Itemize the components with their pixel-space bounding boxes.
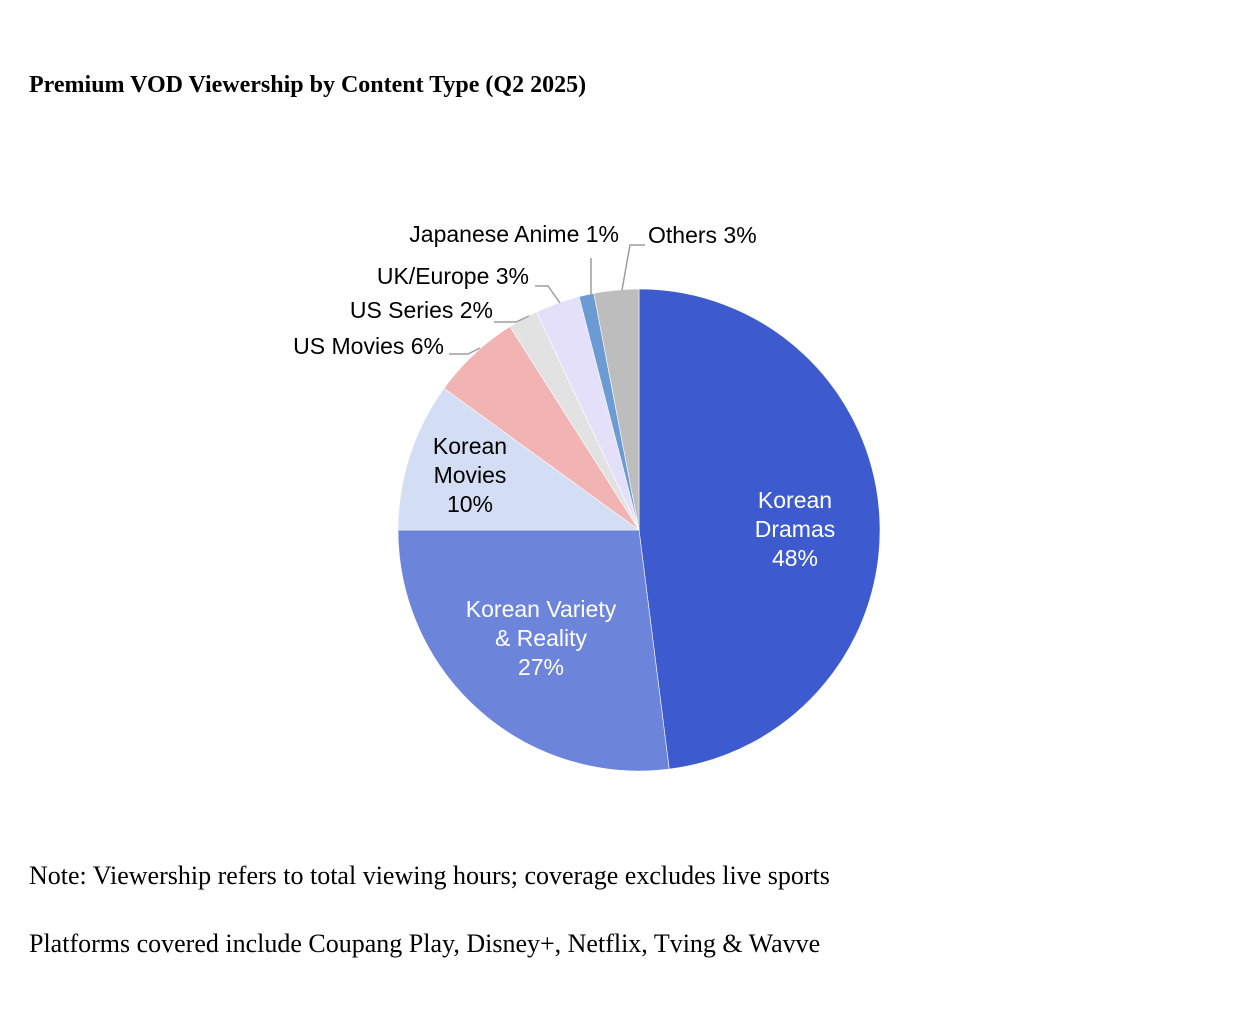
chart-title: Premium VOD Viewership by Content Type (… [29, 72, 587, 98]
leader-line [621, 244, 645, 291]
slice-callout-label: Japanese Anime 1% [409, 221, 619, 247]
pie-slice [638, 288, 881, 770]
leader-line [535, 285, 561, 304]
note-viewership: Note: Viewership refers to total viewing… [29, 861, 830, 890]
pie-slice [397, 387, 640, 531]
note-platforms: Platforms covered include Coupang Play, … [29, 929, 821, 958]
leader-line [494, 315, 530, 323]
slice-callout-label: US Series 2% [350, 297, 493, 323]
pie-slice [397, 529, 670, 772]
slice-label: Korean Dramas 48% [755, 487, 836, 571]
slice-label: Korean Variety & Reality 27% [466, 596, 617, 680]
slice-callout-label: Others 3% [648, 222, 757, 248]
leader-lines [449, 244, 645, 355]
slice-label: Korean Movies 10% [433, 433, 507, 517]
leader-line [449, 347, 481, 355]
pie-slice [593, 288, 640, 531]
slice-callout-label: UK/Europe 3% [377, 263, 529, 289]
slice-labels: Korean Dramas 48% Korean Variety & Reality 27… [293, 221, 835, 680]
pie-slices [397, 288, 881, 772]
slice-callout-label: US Movies 6% [293, 333, 444, 359]
